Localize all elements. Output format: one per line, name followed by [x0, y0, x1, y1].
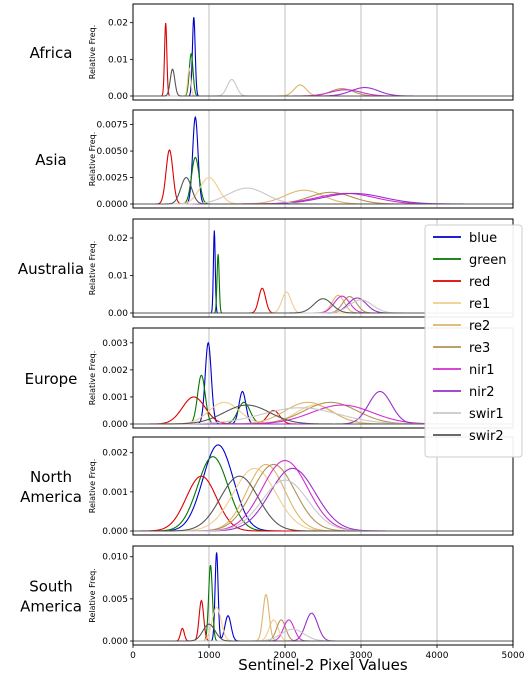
region-label: Asia [35, 151, 66, 169]
y-tick-label: 0.01 [108, 55, 128, 65]
panel-5: South America Relative Freq. 0.000 0.005 0.01… [20, 545, 514, 647]
y-axis-label: Relative Freq. [88, 132, 97, 186]
series-line-nir2 [133, 612, 513, 642]
legend-label-swir2: swir2 [469, 429, 504, 444]
panel-1: Asia Relative Freq. 0.0000 0.0025 0.0050 0.00… [35, 109, 514, 210]
x-tick-label: 5000 [502, 651, 525, 661]
x-tick-label: 3000 [350, 651, 373, 661]
x-tick-label: 1000 [198, 651, 221, 661]
series-line-re3 [133, 463, 513, 532]
series-line-nir2 [133, 467, 513, 532]
legend-label-re3: re3 [469, 341, 490, 356]
region-label: Africa [30, 44, 73, 62]
legend-label-re1: re1 [469, 297, 490, 312]
y-tick-label: 0.002 [102, 449, 128, 459]
series-line-blue [133, 552, 513, 642]
y-tick-label: 0.010 [102, 553, 128, 563]
x-tick-label: 0 [130, 651, 136, 661]
series-line-re2 [133, 593, 513, 642]
y-axis-label: Relative Freq. [88, 459, 97, 513]
region-label: America [20, 488, 82, 506]
y-tick-label: 0.001 [102, 488, 128, 498]
legend-box [424, 224, 523, 458]
legend-label-red: red [469, 275, 490, 290]
region-label: North [30, 468, 72, 486]
y-tick-label: 0.005 [102, 595, 128, 605]
legend-label-swir1: swir1 [469, 407, 504, 422]
y-axis-label: Relative Freq. [88, 568, 97, 622]
series-line-re2 [133, 463, 513, 532]
legend-label-blue: blue [469, 231, 497, 246]
region-label: Australia [18, 260, 84, 278]
series-line-swir2 [133, 475, 513, 532]
series-line-swir1 [133, 628, 513, 642]
y-tick-label: 0.003 [102, 339, 128, 349]
region-label: South [29, 578, 73, 596]
y-tick-label: 0.000 [102, 420, 128, 430]
panel-frame [132, 3, 514, 101]
y-tick-label: 0.00 [108, 92, 128, 102]
panel-0: Africa Relative Freq. 0.00 0.01 0.02 [30, 3, 514, 102]
x-axis: 0 1000 2000 3000 4000 5000 [130, 645, 525, 661]
y-tick-label: 0.000 [102, 637, 128, 647]
series-line-green [133, 565, 513, 642]
y-tick-label: 0.0025 [97, 174, 129, 184]
panel-frame [132, 436, 514, 536]
x-tick-label: 2000 [274, 651, 297, 661]
y-tick-label: 0.002 [102, 366, 128, 376]
series-line-green [133, 156, 513, 205]
legend: blue green red re1 re2 re3 nir1 nir2 swir1 swir2 [424, 224, 523, 458]
region-label: America [20, 598, 82, 616]
x-axis-label: Sentinel-2 Pixel Values [238, 656, 408, 674]
y-tick-label: 0.01 [108, 272, 128, 282]
legend-label-re2: re2 [469, 319, 490, 334]
chart-panels: Africa Relative Freq. 0.00 0.01 0.02 Asia Rela… [18, 3, 514, 647]
series-line-red [133, 475, 513, 532]
y-tick-label: 0.0075 [97, 121, 129, 131]
series-line-swir2 [133, 68, 513, 97]
series-line-nir1 [133, 619, 513, 642]
legend-label-green: green [469, 253, 507, 268]
y-tick-label: 0.02 [108, 234, 128, 244]
y-tick-label: 0.02 [108, 19, 128, 29]
x-tick-label: 4000 [426, 651, 449, 661]
legend-label-nir2: nir2 [469, 385, 494, 400]
y-tick-label: 0.000 [102, 527, 128, 537]
series-line-swir2 [133, 176, 513, 205]
panel-frame [132, 545, 514, 646]
series-line-green [133, 456, 513, 532]
series-line-blue [133, 115, 513, 205]
y-axis-label: Relative Freq. [88, 241, 97, 295]
series-line-re1 [133, 467, 513, 532]
y-axis-label: Relative Freq. [88, 25, 97, 79]
panel-frame [132, 109, 514, 209]
series-line-nir1 [133, 460, 513, 532]
y-tick-label: 0.00 [108, 309, 128, 319]
y-tick-label: 0.0000 [97, 200, 129, 210]
series-line-re3 [133, 619, 513, 642]
series-line-swir2 [133, 623, 513, 642]
panel-4: North America Relative Freq. 0.000 0.001 0.00… [20, 436, 514, 537]
legend-label-nir1: nir1 [469, 363, 494, 378]
y-axis-label: Relative Freq. [88, 351, 97, 405]
y-tick-label: 0.0050 [97, 147, 129, 157]
region-label: Europe [25, 370, 78, 388]
series-line-red [133, 599, 513, 642]
y-tick-label: 0.001 [102, 393, 128, 403]
